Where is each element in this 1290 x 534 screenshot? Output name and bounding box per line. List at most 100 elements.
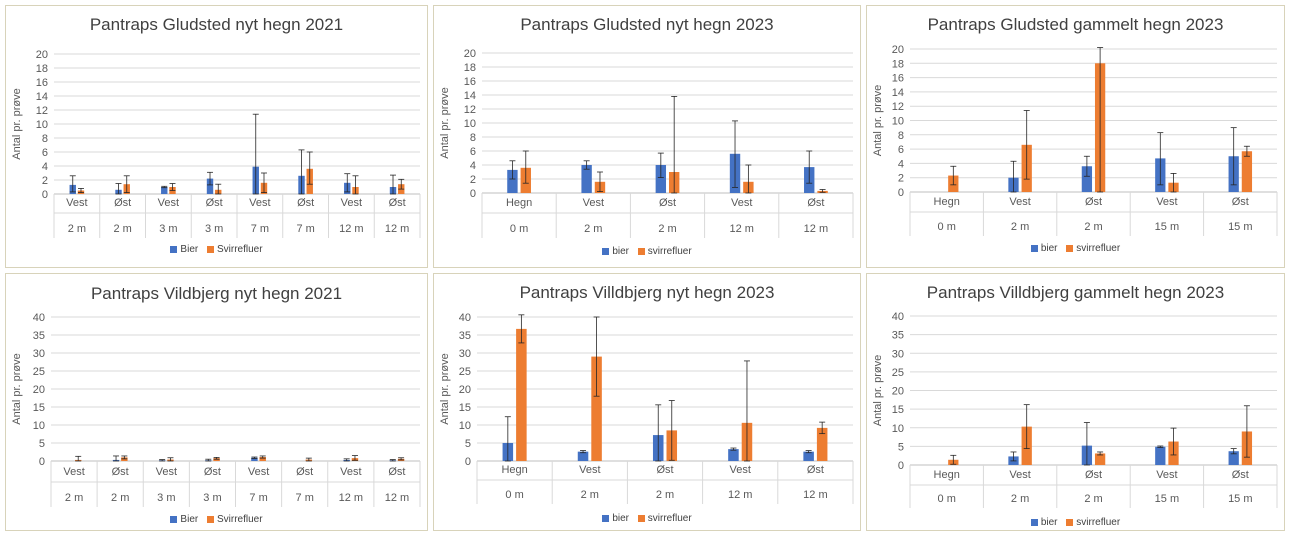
y-tick-label: 5 xyxy=(465,438,471,450)
x-subcategory-label: 12 m xyxy=(339,223,363,235)
legend-item-bier: bier xyxy=(1030,517,1058,528)
legend-swatch-bier xyxy=(1030,519,1038,526)
y-axis-label: Antal pr. prøve xyxy=(872,355,884,427)
legend-label: bier xyxy=(1040,243,1058,254)
y-tick-label: 5 xyxy=(898,441,904,453)
legend-swatch-svirrefluer xyxy=(1066,245,1074,252)
chart-panel-gludsted-nyt-2021: Pantraps Gludsted nyt hegn 2021 0 2 4 6 8 10 1… xyxy=(5,5,428,268)
y-tick-label: 10 xyxy=(459,420,471,432)
bar-svirrefluer xyxy=(1241,151,1253,192)
x-tick-label: Øst xyxy=(206,197,223,209)
x-subcategory-label: 12 m xyxy=(385,223,409,235)
y-tick-label: 16 xyxy=(36,77,48,89)
x-subcategory-label: 7 m xyxy=(296,223,314,235)
chart-legend: bier svirrefluer xyxy=(434,513,860,525)
bar-bier xyxy=(1228,451,1239,465)
legend-swatch-bier xyxy=(170,246,178,253)
y-tick-label: 16 xyxy=(892,73,904,85)
x-tick-label: Vest xyxy=(731,197,752,209)
bar-bier xyxy=(581,165,592,193)
x-subcategory-label: 2 m xyxy=(1011,221,1029,233)
y-tick-label: 6 xyxy=(470,146,476,158)
y-axis-label: Antal pr. prøve xyxy=(439,353,451,425)
legend-item-svirrefluer: Svirrefluer xyxy=(207,514,263,525)
x-subcategory-label: 12 m xyxy=(385,492,409,504)
x-tick-label: Vest xyxy=(1156,196,1177,208)
y-tick-label: 40 xyxy=(892,311,904,323)
legend-label: bier xyxy=(1040,517,1058,528)
y-tick-label: 35 xyxy=(892,330,904,342)
x-subcategory-label: 2 m xyxy=(656,489,674,501)
y-tick-label: 4 xyxy=(470,160,476,172)
legend-label: bier xyxy=(612,246,629,257)
x-tick-label: Hegn xyxy=(934,469,960,481)
legend-label: Bier xyxy=(180,244,199,255)
x-tick-label: Vest xyxy=(1009,196,1030,208)
legend-label: Svirrefluer xyxy=(217,244,263,255)
y-tick-label: 30 xyxy=(33,348,45,360)
x-tick-label: Hegn xyxy=(506,197,532,209)
x-tick-label: Øst xyxy=(204,466,221,478)
chart-panel-gludsted-nyt-2023: Pantraps Gludsted nyt hegn 2023 0 2 4 6 8 10 1… xyxy=(433,5,861,268)
bar-bier xyxy=(655,165,667,193)
x-tick-label: Øst xyxy=(1085,469,1102,481)
legend-item-bier: Bier xyxy=(170,514,198,525)
y-tick-label: 16 xyxy=(464,76,476,88)
y-tick-label: 25 xyxy=(33,366,45,378)
legend-label: bier xyxy=(612,513,629,524)
x-subcategory-label: 3 m xyxy=(157,492,175,504)
legend-swatch-svirrefluer xyxy=(1066,519,1074,526)
x-tick-label: Vest xyxy=(248,466,269,478)
bar-bier xyxy=(206,178,214,194)
y-tick-label: 10 xyxy=(892,116,904,128)
y-tick-label: 15 xyxy=(33,402,45,414)
y-tick-label: 4 xyxy=(898,158,904,170)
chart-title: Pantraps Gludsted nyt hegn 2021 xyxy=(89,15,344,34)
legend-label: svirrefluer xyxy=(1076,517,1121,528)
y-tick-label: 35 xyxy=(33,330,45,342)
y-tick-label: 10 xyxy=(36,119,48,131)
legend-item-bier: bier xyxy=(602,513,629,524)
chart-title: Pantraps Villdbjerg nyt hegn 2023 xyxy=(519,283,775,302)
chart-legend: Bier Svirrefluer xyxy=(6,514,427,526)
y-tick-label: 8 xyxy=(42,133,48,145)
y-tick-label: 0 xyxy=(898,187,904,199)
bar-bier xyxy=(1155,446,1166,465)
x-subcategory-label: 0 m xyxy=(938,493,956,505)
legend-swatch-svirrefluer xyxy=(637,515,645,522)
chart-title: Pantraps Gludsted nyt hegn 2023 xyxy=(520,15,774,34)
x-subcategory-label: 7 m xyxy=(251,223,269,235)
x-subcategory-label: 0 m xyxy=(505,489,523,501)
x-subcategory-label: 12 m xyxy=(803,489,827,501)
x-tick-label: Øst xyxy=(112,466,129,478)
chart-panel-gludsted-gammelt-2023: Pantraps Gludsted gammelt hegn 2023 0 2 4 6… xyxy=(866,5,1285,268)
legend-item-bier: bier xyxy=(1030,243,1058,254)
x-subcategory-label: 3 m xyxy=(203,492,221,504)
legend-item-bier: bier xyxy=(602,246,629,257)
x-tick-label: Vest xyxy=(340,466,361,478)
legend-swatch-svirrefluer xyxy=(207,246,214,253)
x-subcategory-label: 12 m xyxy=(728,489,752,501)
x-tick-label: Hegn xyxy=(934,196,960,208)
y-tick-label: 30 xyxy=(892,348,904,360)
x-tick-label: Vest xyxy=(583,197,604,209)
legend-label: svirrefluer xyxy=(647,513,692,524)
y-tick-label: 0 xyxy=(465,456,471,468)
bar-bier xyxy=(803,451,814,461)
chart-legend: bier svirrefluer xyxy=(867,243,1284,255)
y-tick-label: 10 xyxy=(464,118,476,130)
bar-bier xyxy=(1081,166,1093,192)
chart-plot: 0 2 4 6 8 10 12 14 16 18 20 Antal pr. prøve Hegn 0 m V… xyxy=(872,44,1278,236)
chart-plot: 0 2 4 6 8 10 12 14 16 18 20 Antal pr. prøve Hegn 0 m V… xyxy=(439,48,854,238)
y-axis-label: Antal pr. prøve xyxy=(11,353,23,425)
chart-legend: bier svirrefluer xyxy=(434,246,860,258)
chart-panel-villdbjerg-gammelt-2023: Pantraps Villdbjerg gammelt hegn 2023 0 5… xyxy=(866,273,1285,531)
chart-legend: bier svirrefluer xyxy=(867,517,1284,529)
bar-bier xyxy=(507,169,518,193)
chart-plot: 0 5 10 15 20 25 30 35 40 Antal pr. prøve Hegn 0 m Ve… xyxy=(439,312,854,504)
y-tick-label: 8 xyxy=(470,132,476,144)
x-subcategory-label: 7 m xyxy=(249,492,267,504)
y-tick-label: 35 xyxy=(459,330,471,342)
y-axis-label: Antal pr. prøve xyxy=(872,85,884,157)
chart-plot: 0 5 10 15 20 25 30 35 40 Antal pr. prøve Hegn 0 m Ve… xyxy=(872,311,1278,508)
